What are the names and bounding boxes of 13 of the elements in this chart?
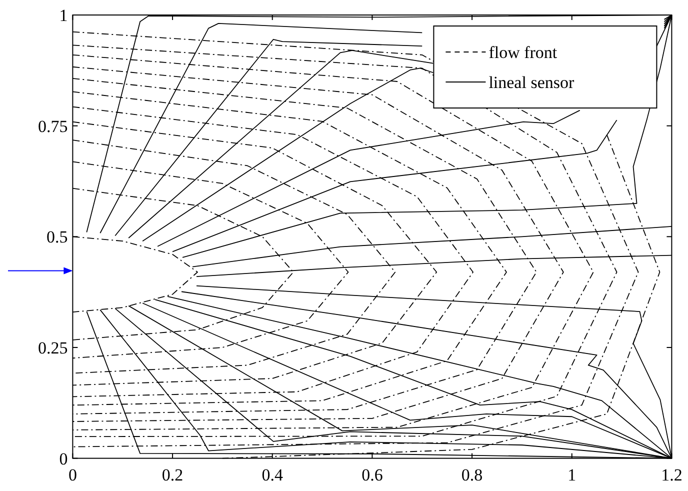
x-tick-label: 0.6 bbox=[362, 465, 383, 484]
y-tick-label: 0.5 bbox=[46, 228, 68, 247]
x-tick-label: 0.4 bbox=[262, 465, 284, 484]
x-tick-label: 0.2 bbox=[162, 465, 184, 484]
y-tick-label: 0 bbox=[59, 449, 68, 468]
x-tick-label: 0.8 bbox=[461, 465, 483, 484]
x-tick-label: 1 bbox=[568, 465, 576, 484]
y-tick-label: 1 bbox=[59, 6, 68, 25]
y-tick-label: 0.25 bbox=[38, 338, 68, 358]
y-tick-label: 0.75 bbox=[38, 116, 68, 136]
legend-label: flow front bbox=[488, 43, 558, 62]
legend-label: lineal sensor bbox=[488, 73, 574, 92]
x-tick-label: 1.2 bbox=[661, 465, 682, 484]
